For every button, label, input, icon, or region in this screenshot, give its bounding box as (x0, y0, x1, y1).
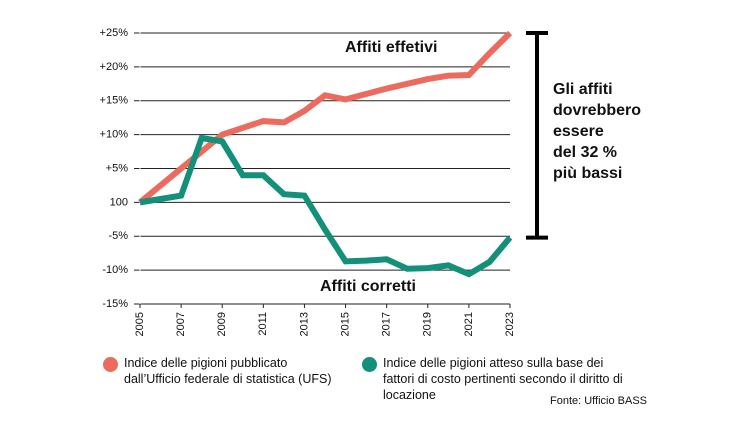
annotation: del 32 % (553, 144, 617, 161)
y-tick-label: -15% (102, 298, 128, 310)
x-tick-label: 2011 (257, 312, 269, 336)
x-tick-label: 2021 (463, 312, 475, 336)
y-tick-label: +15% (100, 95, 129, 107)
x-tick-label: 2017 (381, 312, 393, 336)
legend-marker (362, 357, 377, 372)
x-tick-label: 2015 (339, 312, 351, 336)
y-tick-label: +10% (100, 129, 129, 141)
series-label: Affiti corretti (320, 278, 416, 295)
x-tick-label: 2023 (504, 312, 516, 336)
series-line (139, 134, 513, 278)
annotation: essere (553, 123, 604, 140)
source: Fonte: Ufficio BASS (550, 395, 648, 407)
x-tick-label: 2005 (134, 312, 146, 336)
annotation: dovrebbero (553, 102, 641, 119)
y-tick-label: +25% (100, 27, 129, 39)
series-line (138, 30, 513, 205)
legend-entry: Indice delle pigioni pubblicato dall’Uff… (124, 356, 332, 386)
x-tick-label: 2019 (422, 312, 434, 336)
y-tick-label: +5% (106, 162, 129, 174)
y-tick-label: -5% (108, 230, 128, 242)
legend-marker (103, 357, 118, 372)
y-tick-label: -10% (102, 264, 128, 276)
y-tick-label: +20% (100, 61, 129, 73)
y-tick-label: 100 (110, 196, 128, 208)
x-tick-label: 2013 (298, 312, 310, 336)
x-tick-label: 2007 (175, 312, 187, 336)
x-tick-label: 2009 (216, 312, 228, 336)
series-label: Affiti effetivi (345, 39, 437, 56)
legend-entry: Indice delle pigioni atteso sulla base d… (383, 356, 623, 402)
annotation: Gli affiti (553, 81, 613, 98)
annotation: più bassi (553, 165, 622, 182)
bracket (526, 31, 548, 240)
